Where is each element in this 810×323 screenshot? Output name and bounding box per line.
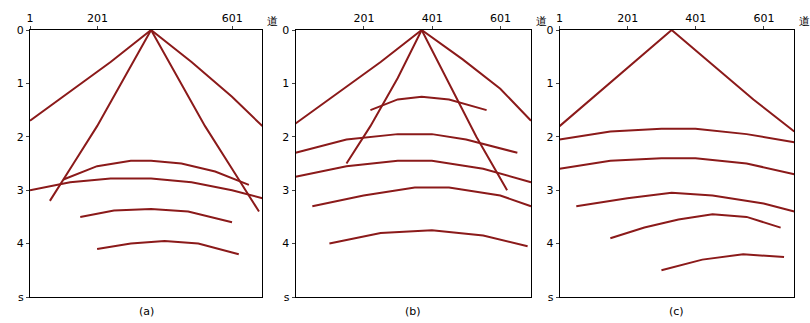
svg-text:4: 4 bbox=[17, 237, 24, 250]
svg-text:道: 道 bbox=[536, 15, 547, 28]
svg-text:3: 3 bbox=[546, 184, 553, 197]
svg-text:2: 2 bbox=[282, 131, 289, 144]
svg-text:(a): (a) bbox=[139, 305, 154, 318]
svg-text:1: 1 bbox=[27, 12, 34, 25]
svg-text:0: 0 bbox=[282, 24, 289, 37]
svg-text:201: 201 bbox=[353, 12, 374, 25]
svg-text:3: 3 bbox=[17, 184, 24, 197]
svg-text:601: 601 bbox=[753, 12, 774, 25]
svg-text:0: 0 bbox=[546, 24, 553, 37]
svg-text:(b): (b) bbox=[405, 305, 421, 318]
svg-text:s: s bbox=[18, 291, 24, 304]
svg-text:201: 201 bbox=[87, 12, 108, 25]
svg-text:601: 601 bbox=[222, 12, 243, 25]
svg-text:1: 1 bbox=[556, 12, 563, 25]
svg-text:401: 401 bbox=[685, 12, 706, 25]
svg-text:4: 4 bbox=[282, 237, 289, 250]
svg-text:601: 601 bbox=[490, 12, 511, 25]
svg-text:道: 道 bbox=[799, 15, 810, 28]
svg-text:(c): (c) bbox=[669, 305, 684, 318]
svg-text:401: 401 bbox=[422, 12, 443, 25]
svg-text:3: 3 bbox=[282, 184, 289, 197]
svg-text:4: 4 bbox=[546, 237, 553, 250]
svg-text:2: 2 bbox=[17, 131, 24, 144]
svg-text:1: 1 bbox=[17, 77, 24, 90]
svg-text:s: s bbox=[548, 291, 554, 304]
svg-text:2: 2 bbox=[546, 131, 553, 144]
svg-text:道: 道 bbox=[267, 15, 278, 28]
svg-text:201: 201 bbox=[617, 12, 638, 25]
svg-text:0: 0 bbox=[17, 24, 24, 37]
svg-text:1: 1 bbox=[546, 77, 553, 90]
svg-text:s: s bbox=[284, 291, 290, 304]
svg-text:1: 1 bbox=[282, 77, 289, 90]
